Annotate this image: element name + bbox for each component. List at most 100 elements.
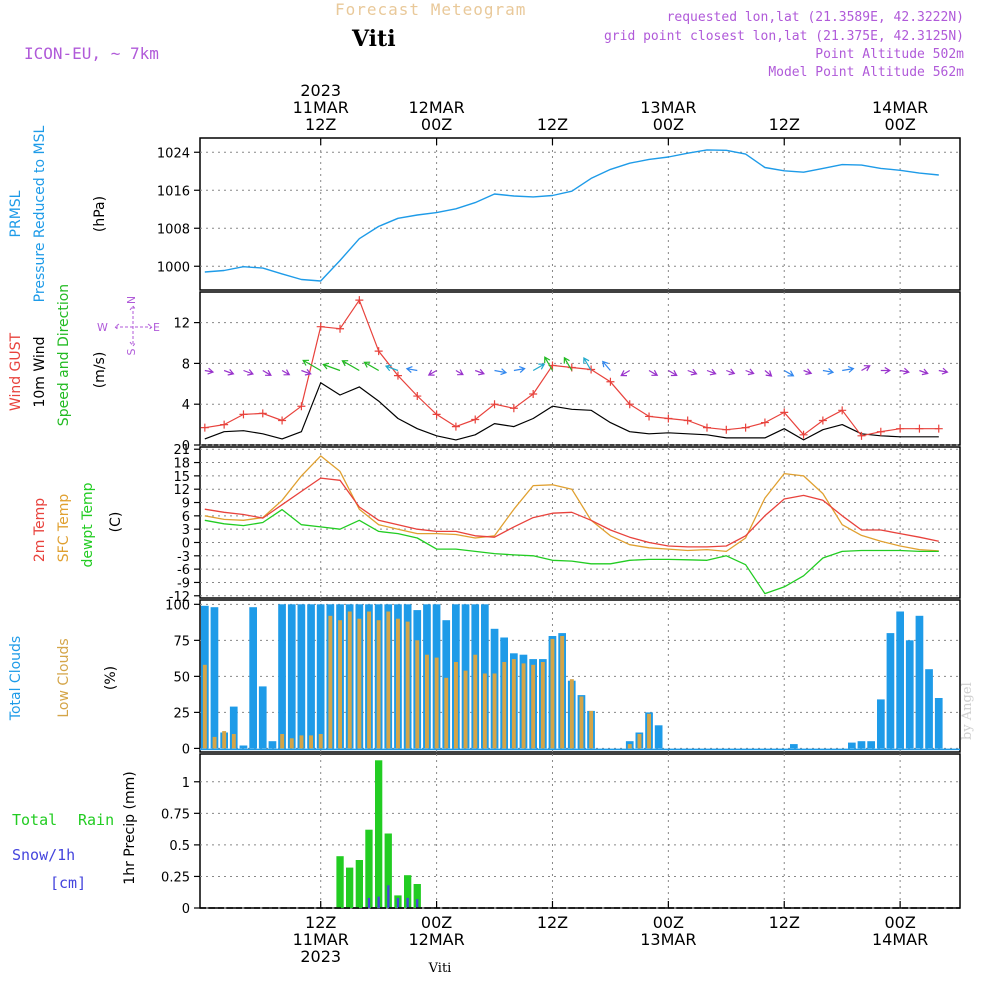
model-altitude: Model Point Altitude 562m bbox=[768, 65, 964, 80]
time-label-top: 11MAR bbox=[293, 98, 349, 117]
time-label-bottom: 00Z bbox=[884, 913, 915, 932]
wind-direction-arrow bbox=[513, 366, 526, 373]
low-cloud-bar bbox=[299, 735, 304, 749]
wind-gust-label: Wind GUST bbox=[8, 332, 24, 411]
gust-marker bbox=[432, 410, 441, 419]
rain-bar bbox=[413, 884, 421, 908]
gust-marker bbox=[876, 427, 885, 436]
gust-marker bbox=[374, 347, 383, 356]
panel-frame-4 bbox=[199, 753, 961, 909]
y-tick-label: 12 bbox=[173, 483, 190, 498]
temp2m-label: 2m Temp bbox=[32, 498, 48, 562]
y-tick-label: -6 bbox=[177, 563, 190, 578]
low-cloud-bar bbox=[309, 735, 313, 749]
time-label-bottom: 12MAR bbox=[408, 930, 464, 949]
y-tick-label: 1008 bbox=[157, 222, 190, 237]
time-label-bottom: 12Z bbox=[769, 913, 800, 932]
wind-direction-arrow bbox=[204, 367, 215, 375]
low-cloud-bar bbox=[463, 670, 468, 749]
wind-direction-arrow bbox=[822, 368, 835, 375]
low-cloud-bar bbox=[376, 620, 381, 749]
y-tick-label: 25 bbox=[173, 706, 190, 721]
y-tick-label: 1024 bbox=[157, 146, 190, 161]
gust-marker bbox=[760, 418, 769, 427]
gust-marker bbox=[741, 423, 750, 432]
panel-frame-2 bbox=[199, 446, 961, 599]
time-label-top: 00Z bbox=[653, 115, 684, 134]
pressure-line bbox=[204, 149, 939, 282]
wind-direction-arrow bbox=[322, 362, 341, 372]
gust-marker bbox=[451, 422, 460, 431]
time-label-bottom: 00Z bbox=[421, 913, 452, 932]
low-cloud-bar bbox=[589, 710, 594, 749]
low-cloud-bar bbox=[405, 621, 410, 749]
y-tick-label: 100 bbox=[165, 598, 190, 613]
wind-direction-arrow bbox=[919, 368, 929, 376]
gust-marker bbox=[509, 404, 518, 413]
wind-direction-arrow bbox=[687, 368, 698, 376]
total-cloud-bar bbox=[790, 744, 798, 749]
y-tick-label: 18 bbox=[173, 457, 190, 472]
total-cloud-bar bbox=[316, 604, 325, 749]
low-cloud-bar bbox=[579, 696, 584, 749]
total-cloud-bar bbox=[848, 742, 856, 749]
time-label-bottom: 12Z bbox=[537, 913, 568, 932]
gust-marker bbox=[220, 420, 229, 429]
snow-bar bbox=[377, 896, 380, 908]
wind-direction-arrow bbox=[544, 356, 554, 371]
total-cloud-bar bbox=[654, 725, 663, 749]
wind-direction-arrow bbox=[563, 356, 573, 371]
panel-frame-0 bbox=[199, 137, 961, 291]
y-tick-label: 75 bbox=[173, 634, 190, 649]
wind-direction-arrow bbox=[803, 368, 813, 375]
low-cloud-bar bbox=[647, 713, 651, 749]
total-cloud-bar bbox=[268, 741, 277, 749]
low-cloud-bar bbox=[434, 657, 439, 749]
gust-marker bbox=[645, 412, 654, 421]
wind-direction-arrow bbox=[455, 369, 464, 376]
gust-marker bbox=[471, 415, 480, 424]
low-cloud-bar bbox=[540, 662, 545, 749]
gust-marker bbox=[258, 409, 267, 418]
wind-direction-arrow bbox=[842, 365, 855, 373]
y-tick-label: -9 bbox=[177, 576, 190, 591]
snow-unit: [cm] bbox=[50, 874, 86, 892]
y-tick-label: 0 bbox=[182, 902, 190, 917]
y-tick-label: 0 bbox=[182, 536, 190, 551]
gust-marker bbox=[200, 423, 209, 432]
low-cloud-bar bbox=[454, 662, 458, 749]
compass-east: E bbox=[153, 321, 160, 334]
time-label-top: 12MAR bbox=[408, 98, 464, 117]
time-label-bottom: 11MAR bbox=[293, 930, 349, 949]
y-tick-label: 8 bbox=[182, 357, 190, 372]
footer-location: Viti bbox=[428, 961, 452, 976]
wind-direction-arrow bbox=[745, 368, 755, 376]
wind-direction-arrow bbox=[532, 363, 546, 372]
total-cloud-bar bbox=[249, 607, 257, 749]
compass-north: N bbox=[125, 296, 138, 304]
y-tick-label: 21 bbox=[173, 443, 190, 458]
wind-direction-arrow bbox=[301, 369, 312, 376]
time-label-bottom: 13MAR bbox=[640, 930, 696, 949]
cloud-unit: (%) bbox=[103, 666, 119, 690]
y-tick-label: 50 bbox=[173, 670, 190, 685]
gust-marker bbox=[915, 424, 924, 433]
wind-speed-label: 10m Wind bbox=[32, 336, 48, 407]
gust-marker bbox=[818, 416, 827, 425]
rain-bar bbox=[404, 875, 412, 908]
total-cloud-bar bbox=[905, 640, 914, 749]
gust-marker bbox=[857, 431, 866, 440]
snow-label: Snow/1h bbox=[12, 846, 75, 864]
total-cloud-bar bbox=[229, 706, 238, 749]
y-tick-label: 6 bbox=[182, 510, 190, 525]
time-label-top: 00Z bbox=[884, 115, 915, 134]
rain-bar bbox=[346, 867, 354, 908]
low-cloud-bar bbox=[396, 618, 400, 749]
point-altitude: Point Altitude 502m bbox=[815, 47, 964, 62]
low-cloud-bar bbox=[357, 618, 362, 749]
wind-direction-arrow bbox=[602, 360, 611, 371]
time-label-top: 13MAR bbox=[640, 98, 696, 117]
gust-marker bbox=[683, 416, 692, 425]
gust-marker bbox=[393, 371, 402, 380]
y-tick-label: 1000 bbox=[157, 260, 190, 275]
